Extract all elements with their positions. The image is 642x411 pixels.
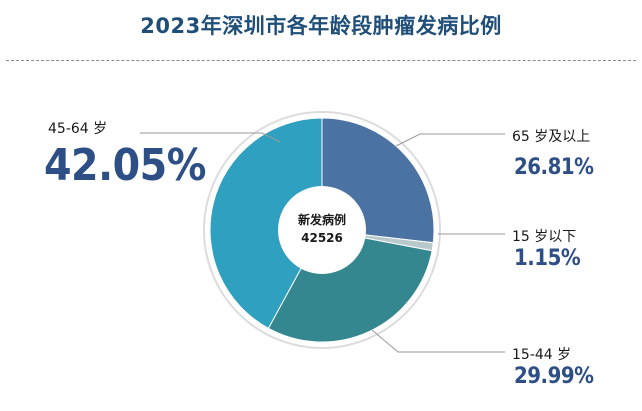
- donut-hole: [278, 186, 366, 274]
- chart-title: 2023年深圳市各年龄段肿瘤发病比例: [140, 14, 502, 38]
- label-15-44: 15-44 岁: [512, 347, 572, 363]
- value-65-plus: 26.81%: [514, 155, 594, 180]
- value-under-15: 1.15%: [514, 246, 581, 271]
- label-65-plus: 65 岁及以上: [512, 129, 591, 145]
- leader-15-44: [371, 329, 505, 353]
- center-value: 42526: [301, 231, 343, 245]
- value-45-64: 42.05%: [44, 140, 206, 191]
- label-under-15: 15 岁以下: [512, 229, 577, 245]
- leader-45-64: [140, 132, 281, 143]
- leader-65-plus: [395, 133, 505, 147]
- center-label: 新发病例: [298, 212, 346, 227]
- outer-ring: [203, 111, 441, 349]
- title-divider: [6, 60, 636, 61]
- value-15-44: 29.99%: [514, 364, 594, 389]
- label-45-64: 45-64 岁: [48, 121, 108, 137]
- slice-45-64: [209, 117, 323, 329]
